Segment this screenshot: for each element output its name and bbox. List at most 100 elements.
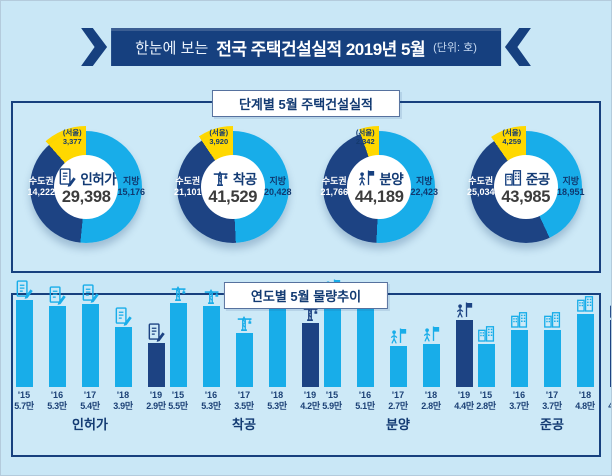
bar-value-label: 5.3만 <box>201 400 221 411</box>
bar-group-name: 준공 <box>540 417 564 432</box>
donut-total: 41,529 <box>208 188 258 206</box>
donut-total: 43,985 <box>501 188 551 206</box>
seoul-label: (서울) 4,259 <box>502 128 522 147</box>
bar <box>356 309 374 388</box>
bar <box>455 320 473 388</box>
sales-banner-icon <box>420 323 442 343</box>
bar-year-label: '19 <box>149 390 163 401</box>
bar <box>323 297 341 388</box>
local-label: 지방 15,176 <box>117 175 146 197</box>
bar-value-label: 5.4만 <box>80 400 100 411</box>
crane-icon <box>167 282 189 302</box>
bar-value-label: 3.5만 <box>234 400 254 411</box>
trend-panel: 연도별 5월 물량추이 '15 5.7만 '16 5.3만 <box>11 293 611 457</box>
bar-group-completions: '15 2.8만 '16 3.7만 '17 3.7만 <box>475 299 612 455</box>
bar <box>543 330 561 388</box>
stage-panel-title: 단계별 5월 주택건설실적 <box>211 90 401 117</box>
sales-banner-icon <box>453 299 475 319</box>
bar-group-name: 착공 <box>232 417 256 432</box>
bar-group-name: 인허가 <box>72 417 108 432</box>
local-label: 지방 18,951 <box>556 175 585 197</box>
bar <box>268 306 286 388</box>
donut-name: 준공 <box>525 171 550 187</box>
donut-name: 분양 <box>379 171 404 187</box>
permit-document-icon <box>13 279 35 299</box>
bar-year-label: '15 <box>171 390 185 401</box>
bar-column: '17 3.5만 <box>233 312 255 411</box>
banner-title-prefix: 한눈에 보는 <box>135 39 209 57</box>
bar-year-label: '17 <box>83 390 97 401</box>
bar <box>169 303 187 388</box>
bar-value-label: 5.5만 <box>168 400 188 411</box>
bar-column: '16 5.3만 <box>46 285 68 411</box>
bar-year-label: '17 <box>237 390 251 401</box>
bar-column: '17 2.7만 <box>387 325 409 411</box>
donut-row: 인허가 29,398 수도권 14,222 지방 15,176 (서울) 3,377 <box>13 103 599 271</box>
bar-year-label: '18 <box>578 390 592 401</box>
bar-year-label: '16 <box>512 390 526 401</box>
bar-column: '16 3.7만 <box>508 309 530 411</box>
bar-year-label: '19 <box>303 390 317 401</box>
bar <box>477 344 495 388</box>
bar-value-label: 2.8만 <box>476 400 496 411</box>
header-banner: 한눈에 보는 전국 주택건설실적 2019년 5월 (단위: 호) <box>81 28 531 66</box>
capital-label: 수도권 21,101 <box>173 175 202 197</box>
bar <box>235 333 253 388</box>
bar-value-label: 5.9만 <box>322 400 342 411</box>
capital-label: 수도권 21,766 <box>320 175 349 197</box>
bar-value-label: 3.7만 <box>509 400 529 411</box>
bar <box>389 346 407 388</box>
bar-column: '16 5.1만 <box>354 288 376 411</box>
donut-chart-sales: 분양 44,189 수도권 21,766 지방 22,423 (서울) 2,342 <box>306 103 453 271</box>
bar-column: '18 2.8만 <box>420 323 442 411</box>
donut-name: 인허가 <box>80 171 117 187</box>
bar-column-highlight: '19 4.4만 <box>607 299 612 411</box>
crane-icon <box>200 285 222 305</box>
bar-year-label: '15 <box>479 390 493 401</box>
permit-document-icon <box>145 322 167 342</box>
bar-value-label: 3.7만 <box>542 400 562 411</box>
bar-year-label: '18 <box>424 390 438 401</box>
bar-column: '15 5.7만 <box>13 279 35 411</box>
seoul-label: (서울) 2,342 <box>355 128 375 147</box>
banner-left-chevron-icon <box>81 28 108 66</box>
local-label: 지방 20,428 <box>263 175 292 197</box>
bar-value-label: 5.7만 <box>14 400 34 411</box>
buildings-icon <box>508 309 530 329</box>
permit-document-icon <box>79 283 101 303</box>
bar-year-label: '17 <box>391 390 405 401</box>
donut-chart-permits: 인허가 29,398 수도권 14,222 지방 15,176 (서울) 3,377 <box>13 103 160 271</box>
bar <box>301 323 319 388</box>
bar-year-label: '19 <box>457 390 471 401</box>
buildings-icon <box>541 309 563 329</box>
sales-banner-icon <box>387 325 409 345</box>
banner-title-main: 전국 주택건설실적 2019년 5월 <box>216 39 426 59</box>
bar <box>609 320 611 388</box>
donut-name: 착공 <box>232 171 257 187</box>
buildings-icon <box>475 323 497 343</box>
bar-column: '16 5.3만 <box>200 285 222 411</box>
permit-document-icon <box>112 306 134 326</box>
banner-band: 한눈에 보는 전국 주택건설실적 2019년 5월 (단위: 호) <box>111 28 501 66</box>
bar <box>48 306 66 388</box>
bar-value-label: 3.9만 <box>113 400 133 411</box>
buildings-icon <box>607 299 612 319</box>
bar-group-starts: '15 5.5만 '16 5.3만 '17 3.5만 <box>167 299 321 455</box>
donut-center: 착공 41,529 <box>200 155 265 219</box>
bar-year-label: '15 <box>17 390 31 401</box>
local-label: 지방 22,423 <box>410 175 439 197</box>
bar-column: '15 2.8만 <box>475 323 497 411</box>
crane-icon <box>233 312 255 332</box>
bar-row: '15 5.7만 '16 5.3만 '17 5.4만 <box>13 295 611 455</box>
capital-label: 수도권 14,222 <box>27 175 56 197</box>
bar <box>576 314 594 388</box>
seoul-label: (서울) 3,920 <box>209 128 229 147</box>
stage-panel: 단계별 5월 주택건설실적 인허가 29,398 수도권 14,222 지방 15,… <box>11 90 601 273</box>
bar-column: '17 5.4만 <box>79 283 101 411</box>
bar <box>422 344 440 388</box>
banner-right-chevron-icon <box>504 28 531 66</box>
bar-column: '15 5.9만 <box>321 276 343 411</box>
bar-year-label: '16 <box>204 390 218 401</box>
donut-total: 29,398 <box>61 188 111 206</box>
